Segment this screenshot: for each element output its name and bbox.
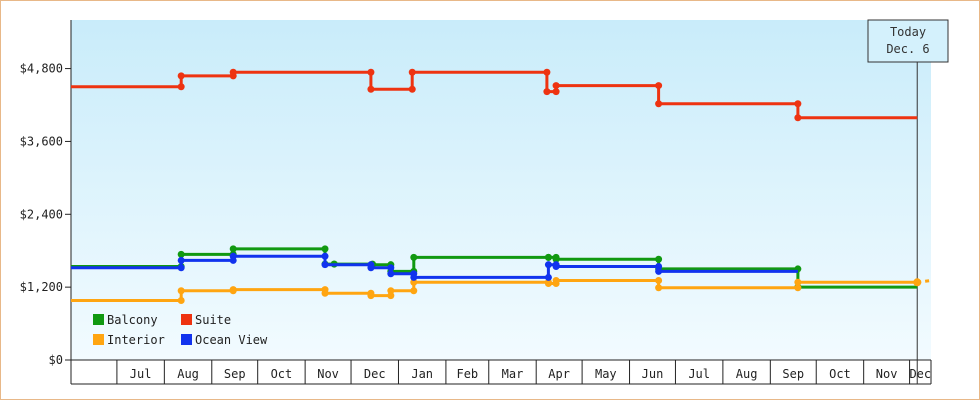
data-point (543, 68, 551, 76)
data-point (410, 253, 418, 261)
series-ocean-view (71, 252, 798, 281)
data-point (655, 267, 663, 275)
data-point (367, 68, 375, 76)
data-point (655, 82, 663, 90)
data-point (177, 297, 185, 304)
month-label: Oct (271, 367, 293, 381)
data-point (177, 264, 185, 272)
data-point (552, 276, 560, 284)
y-tick-label: $2,400 (20, 207, 63, 221)
y-tick-label: $4,800 (20, 62, 63, 76)
data-point (229, 286, 237, 294)
data-point (410, 278, 418, 286)
legend-swatch-ocean-view (181, 334, 192, 345)
month-label: Oct (829, 367, 851, 381)
data-point (543, 88, 551, 96)
data-point (552, 263, 560, 270)
data-point (655, 284, 663, 292)
month-label: Feb (456, 367, 478, 381)
today-date: Dec. 6 (886, 42, 929, 56)
data-point (410, 287, 418, 295)
data-point (321, 261, 329, 269)
month-label: May (595, 367, 617, 381)
data-point (177, 256, 185, 264)
data-point (655, 263, 663, 270)
data-point (229, 68, 237, 76)
data-point (544, 261, 552, 269)
legend-label-ocean-view: Ocean View (195, 333, 268, 347)
data-point (321, 252, 329, 260)
month-label: Nov (317, 367, 339, 381)
month-label: Mar (502, 367, 524, 381)
legend-label-interior: Interior (107, 333, 165, 347)
legend-label-balcony: Balcony (107, 313, 158, 327)
data-point (552, 255, 560, 263)
data-point (655, 100, 663, 108)
month-label: Nov (876, 367, 898, 381)
legend: Balcony Suite Interior Ocean View (93, 313, 268, 347)
data-point (794, 284, 802, 292)
data-point (367, 264, 375, 272)
data-point (655, 276, 663, 284)
legend-swatch-interior (93, 334, 104, 345)
month-label: Sep (782, 367, 804, 381)
month-label: Aug (736, 367, 758, 381)
month-label: Jul (688, 367, 710, 381)
data-point (367, 85, 375, 93)
y-tick-label: $0 (49, 353, 63, 367)
data-point (544, 280, 552, 287)
legend-label-suite: Suite (195, 313, 231, 327)
today-box (867, 19, 949, 63)
data-point (544, 273, 552, 281)
data-point (321, 289, 329, 297)
data-point (177, 83, 185, 91)
data-point (544, 253, 552, 261)
data-point (408, 68, 416, 76)
data-point (387, 292, 395, 300)
y-tick-label: $1,200 (20, 280, 63, 294)
series-layer (71, 68, 932, 304)
month-label: Jan (411, 367, 433, 381)
data-point (387, 287, 395, 295)
month-label: Jun (642, 367, 664, 381)
data-point (177, 287, 185, 295)
month-label: Dec (909, 367, 931, 381)
legend-swatch-suite (181, 314, 192, 325)
data-point (229, 245, 237, 253)
data-point (552, 88, 560, 96)
data-point (655, 255, 663, 263)
axes: $0 $1,200 $2,400 $3,600 $4,800 Jul Aug Sep Oct No… (20, 20, 932, 385)
month-label: Dec (364, 367, 386, 381)
legend-swatch-balcony (93, 314, 104, 325)
month-label: Apr (548, 367, 570, 381)
data-point (367, 292, 375, 300)
data-point (177, 250, 185, 258)
series-interior (71, 276, 932, 304)
data-point (321, 245, 329, 253)
today-marker: Today Dec. 6 (867, 19, 949, 384)
data-point (794, 278, 802, 286)
data-point (387, 270, 395, 278)
data-point (552, 82, 560, 90)
month-label: Aug (177, 367, 199, 381)
series-line (71, 70, 918, 120)
data-point (913, 278, 922, 287)
data-point (408, 85, 416, 93)
data-point (387, 264, 395, 272)
y-tick-label: $3,600 (20, 134, 63, 148)
data-point (229, 252, 237, 260)
data-point (177, 72, 185, 80)
data-point (410, 273, 418, 281)
data-point (794, 100, 802, 108)
series-suite (71, 68, 918, 122)
today-label: Today (890, 25, 926, 39)
data-point (794, 114, 802, 122)
month-label: Jul (130, 367, 152, 381)
month-label: Sep (224, 367, 246, 381)
